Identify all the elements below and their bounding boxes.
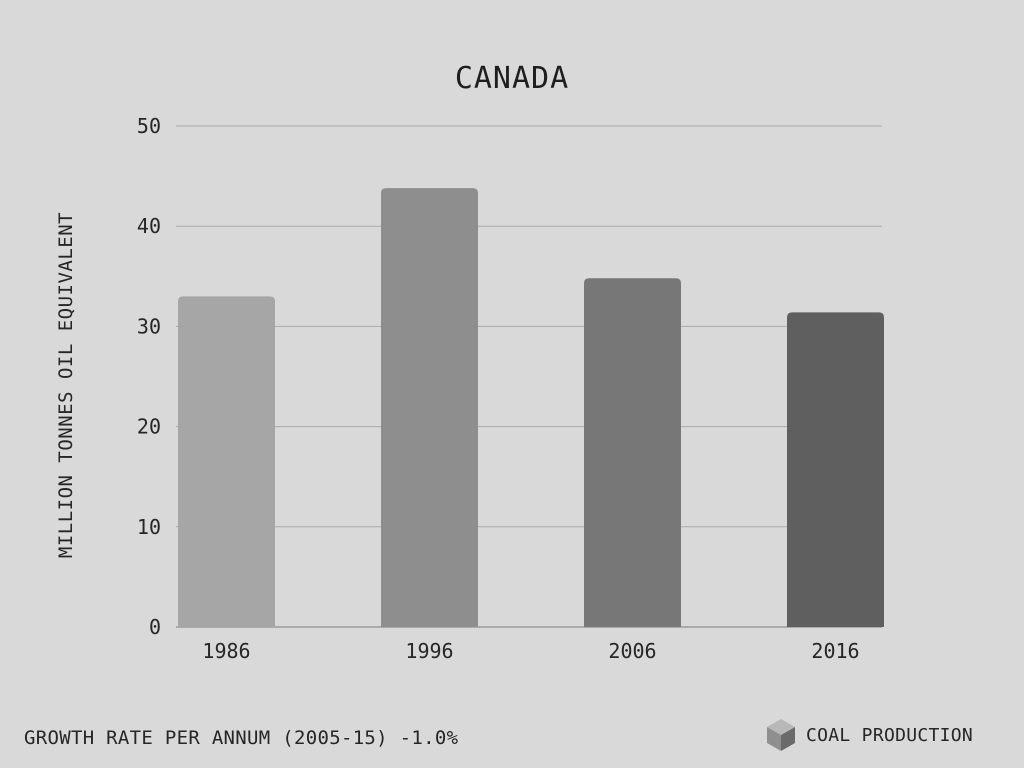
x-tick-labels: 1986 1996 2006 2016 [202,639,859,663]
bars [178,188,884,627]
y-tick-label: 30 [137,314,161,338]
y-tick-label: 0 [149,615,161,639]
chart-title: CANADA [455,61,569,96]
bar-2006 [584,278,681,627]
legend-label: COAL PRODUCTION [806,724,974,746]
y-tick-label: 50 [137,114,161,138]
y-axis-label: MILLION TONNES OIL EQUIVALENT [55,212,77,558]
gridlines [176,125,882,628]
growth-rate-note: GROWTH RATE PER ANNUM (2005-15) -1.0% [24,727,459,749]
bar-2016 [787,312,884,627]
y-tick-labels: 0 10 20 30 40 50 [137,114,161,639]
bar-1996 [381,188,478,627]
x-tick-label: 1986 [202,639,250,663]
x-tick-label: 2016 [811,639,859,663]
y-tick-label: 40 [137,214,161,238]
legend: COAL PRODUCTION [766,718,973,752]
x-tick-label: 1996 [405,639,453,663]
cube-icon [767,719,795,751]
x-tick-label: 2006 [608,639,656,663]
y-tick-label: 20 [137,415,161,439]
bar-1986 [178,296,275,627]
y-tick-label: 10 [137,515,161,539]
